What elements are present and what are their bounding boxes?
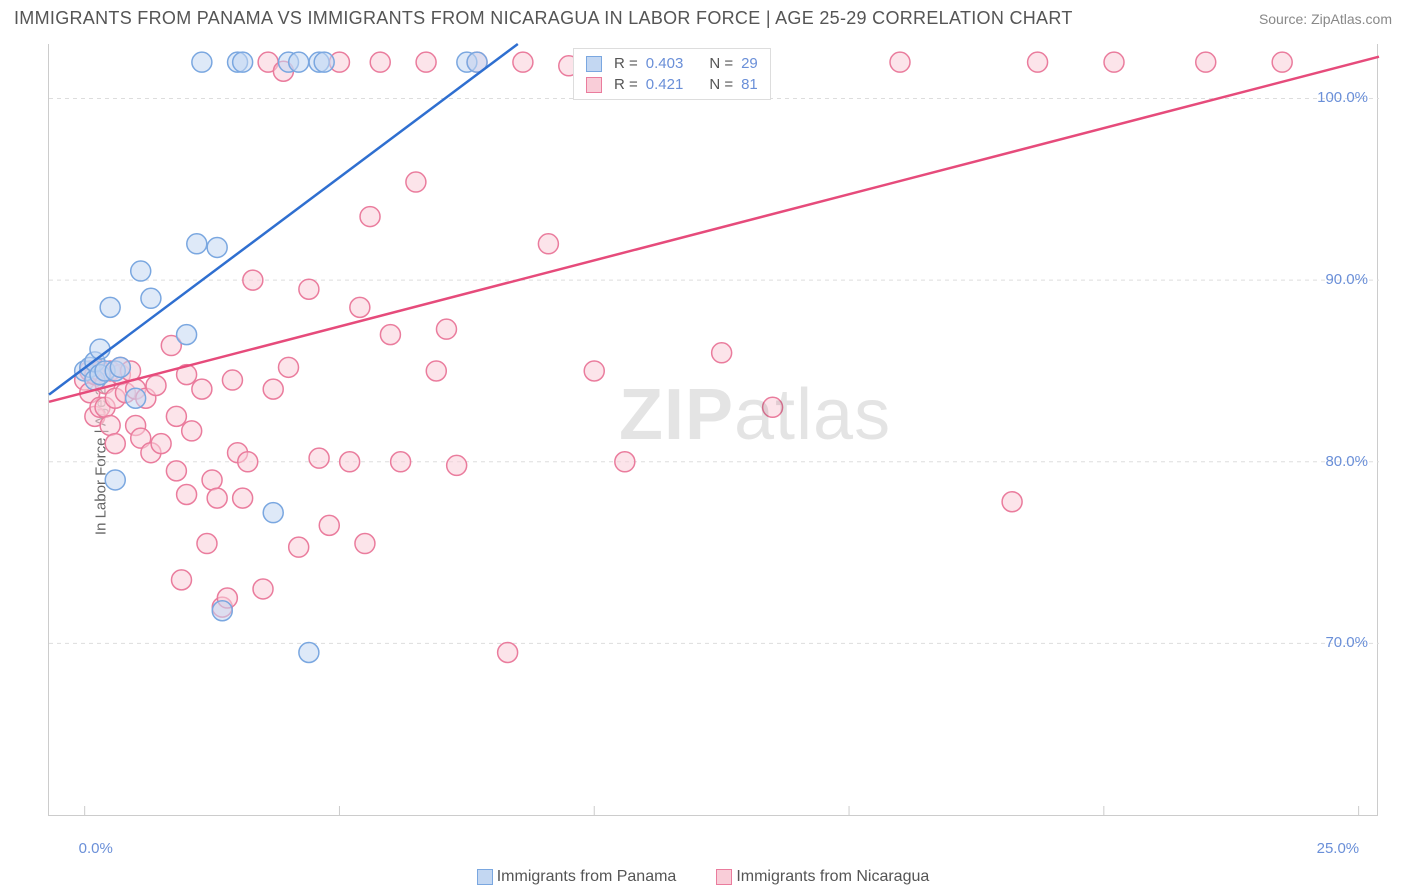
bottom-legend: Immigrants from Panama Immigrants from N… — [0, 868, 1406, 886]
scatter-point — [192, 52, 212, 72]
chip-panama — [586, 56, 602, 72]
scatter-point — [350, 297, 370, 317]
scatter-point — [166, 406, 186, 426]
n-value-panama: 29 — [741, 55, 758, 72]
scatter-point — [243, 270, 263, 290]
scatter-point — [513, 52, 533, 72]
scatter-point — [100, 297, 120, 317]
chip-nicaragua — [586, 77, 602, 93]
n-prefix: N = — [709, 76, 733, 93]
scatter-point — [212, 601, 232, 621]
scatter-point — [309, 448, 329, 468]
scatter-point — [202, 470, 222, 490]
scatter-point — [1196, 52, 1216, 72]
plot-svg — [49, 44, 1378, 815]
scatter-point — [314, 52, 334, 72]
scatter-point — [110, 357, 130, 377]
scatter-point — [171, 570, 191, 590]
scatter-point — [498, 643, 518, 663]
scatter-point — [177, 484, 197, 504]
stats-row-panama: R = 0.403 N = 29 — [586, 53, 758, 74]
scatter-point — [1028, 52, 1048, 72]
scatter-point — [105, 470, 125, 490]
legend-item-nicaragua: Immigrants from Nicaragua — [716, 868, 929, 886]
scatter-point — [166, 461, 186, 481]
scatter-point — [1104, 52, 1124, 72]
scatter-point — [263, 379, 283, 399]
source-label: Source: ZipAtlas.com — [1259, 11, 1392, 27]
scatter-point — [131, 261, 151, 281]
n-prefix: N = — [709, 55, 733, 72]
r-value-nicaragua: 0.421 — [646, 76, 684, 93]
scatter-point — [289, 537, 309, 557]
scatter-point — [126, 388, 146, 408]
scatter-point — [289, 52, 309, 72]
stats-legend: R = 0.403 N = 29 R = 0.421 N = 81 — [573, 48, 771, 100]
scatter-point — [615, 452, 635, 472]
scatter-point — [712, 343, 732, 363]
r-prefix: R = — [614, 55, 638, 72]
chip-panama — [477, 869, 493, 885]
scatter-point — [340, 452, 360, 472]
scatter-point — [192, 379, 212, 399]
scatter-point — [253, 579, 273, 599]
y-tick-label: 90.0% — [1325, 271, 1368, 288]
r-value-panama: 0.403 — [646, 55, 684, 72]
scatter-point — [182, 421, 202, 441]
scatter-point — [233, 52, 253, 72]
r-prefix: R = — [614, 76, 638, 93]
scatter-point — [370, 52, 390, 72]
scatter-point — [100, 415, 120, 435]
scatter-point — [146, 375, 166, 395]
scatter-point — [406, 172, 426, 192]
stats-row-nicaragua: R = 0.421 N = 81 — [586, 74, 758, 95]
x-tick-label: 0.0% — [79, 840, 113, 857]
n-value-nicaragua: 81 — [741, 76, 758, 93]
scatter-point — [151, 434, 171, 454]
scatter-point — [187, 234, 207, 254]
legend-label-panama: Immigrants from Panama — [497, 868, 677, 886]
scatter-point — [890, 52, 910, 72]
chart-title: IMMIGRANTS FROM PANAMA VS IMMIGRANTS FRO… — [14, 8, 1073, 29]
scatter-point — [105, 434, 125, 454]
scatter-point — [426, 361, 446, 381]
scatter-point — [763, 397, 783, 417]
scatter-point — [1272, 52, 1292, 72]
scatter-point — [141, 288, 161, 308]
chip-nicaragua — [716, 869, 732, 885]
plot-area: 70.0%80.0%90.0%100.0% 0.0%25.0% ZIPatlas… — [48, 44, 1378, 816]
scatter-point — [263, 503, 283, 523]
scatter-point — [177, 325, 197, 345]
y-tick-label: 80.0% — [1325, 453, 1368, 470]
scatter-point — [360, 207, 380, 227]
legend-label-nicaragua: Immigrants from Nicaragua — [736, 868, 929, 886]
scatter-point — [436, 319, 456, 339]
scatter-point — [279, 357, 299, 377]
scatter-point — [238, 452, 258, 472]
scatter-point — [584, 361, 604, 381]
legend-item-panama: Immigrants from Panama — [477, 868, 677, 886]
scatter-point — [538, 234, 558, 254]
scatter-point — [391, 452, 411, 472]
scatter-point — [355, 534, 375, 554]
scatter-point — [416, 52, 436, 72]
scatter-point — [299, 643, 319, 663]
scatter-point — [197, 534, 217, 554]
scatter-point — [319, 515, 339, 535]
scatter-point — [380, 325, 400, 345]
y-tick-label: 70.0% — [1325, 634, 1368, 651]
scatter-point — [299, 279, 319, 299]
scatter-point — [207, 488, 227, 508]
scatter-point — [447, 455, 467, 475]
title-bar: IMMIGRANTS FROM PANAMA VS IMMIGRANTS FRO… — [14, 8, 1392, 29]
scatter-point — [222, 370, 242, 390]
scatter-point — [207, 237, 227, 257]
scatter-point — [1002, 492, 1022, 512]
scatter-point — [233, 488, 253, 508]
y-tick-label: 100.0% — [1317, 89, 1368, 106]
x-tick-label: 25.0% — [1317, 840, 1360, 857]
